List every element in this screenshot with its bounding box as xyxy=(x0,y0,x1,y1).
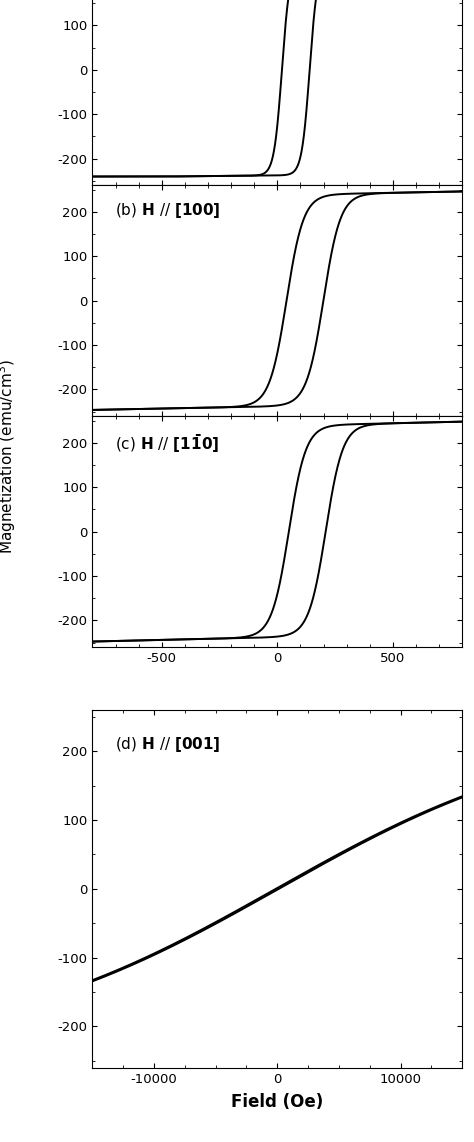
X-axis label: Field (Oe): Field (Oe) xyxy=(231,1093,323,1110)
Text: (b) $\mathbf{H}$ // $\mathbf{[100]}$: (b) $\mathbf{H}$ // $\mathbf{[100]}$ xyxy=(115,201,220,220)
Text: (d) $\mathbf{H}$ // $\mathbf{[001]}$: (d) $\mathbf{H}$ // $\mathbf{[001]}$ xyxy=(115,735,220,754)
Text: Magnetization (emu/cm$^3$): Magnetization (emu/cm$^3$) xyxy=(0,360,18,554)
Text: (c) $\mathbf{H}$ // $\mathbf{[1\bar{1}0]}$: (c) $\mathbf{H}$ // $\mathbf{[1\bar{1}0]… xyxy=(115,433,219,456)
